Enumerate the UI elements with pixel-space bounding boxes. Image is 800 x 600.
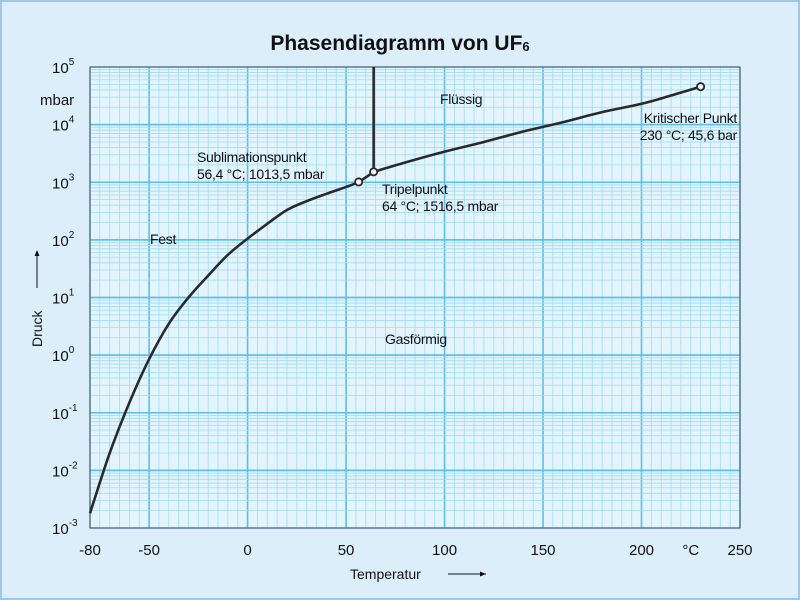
- y-tick-label: 104: [52, 115, 75, 135]
- annotations: Flüssig Fest Gasförmig Sublimationspunkt 56,…: [150, 91, 738, 347]
- y-tick-labels: 10-3 10-2 10-1 100 101 102 103 104 105 mbar: [40, 57, 78, 538]
- x-axis-arrowhead: [480, 571, 486, 577]
- markers: [354, 82, 706, 187]
- axis-labels: Temperatur Druck: [29, 250, 486, 582]
- y-axis-label: Druck: [29, 309, 45, 347]
- sublimation-curve: [88, 170, 375, 514]
- x-tick-label: -50: [138, 542, 160, 559]
- y-tick-label: 100: [52, 345, 75, 365]
- x-tick-labels: -80 -50 0 50 100 150 200 °C 250: [79, 542, 752, 559]
- y-tick-label: 101: [52, 288, 75, 308]
- chart-title: Phasendiagramm von UF6: [0, 32, 800, 56]
- vaporization-curve: [373, 85, 701, 174]
- x-tick-label: 50: [338, 542, 355, 559]
- y-tick-label: 103: [52, 172, 75, 192]
- x-tick-label: °C: [682, 542, 699, 559]
- y-tick-label: 10-1: [52, 403, 78, 423]
- grid: [89, 66, 741, 529]
- y-tick-label: 105: [52, 57, 75, 77]
- chart-title-text: Phasendiagramm von UF: [270, 32, 523, 55]
- x-tick-label: 200: [629, 542, 654, 559]
- x-tick-label: 250: [727, 542, 752, 559]
- y-unit-label: mbar: [40, 92, 74, 109]
- annotation-fest: Fest: [150, 231, 176, 247]
- chart-title-subscript: 6: [522, 39, 530, 54]
- y-tick-label: 10-3: [52, 518, 78, 538]
- y-tick-label: 102: [52, 230, 75, 250]
- y-axis-arrowhead: [34, 250, 40, 256]
- point-marker: [354, 177, 364, 187]
- point-marker: [369, 167, 379, 177]
- annotation-fluessig: Flüssig: [440, 91, 482, 107]
- annotation-sublimation: Sublimationspunkt 56,4 °C; 1013,5 mbar: [197, 149, 325, 182]
- annotation-tripel: Tripelpunkt 64 °C; 1516,5 mbar: [382, 181, 499, 214]
- annotation-kritisch: Kritischer Punkt 230 °C; 45,6 bar: [640, 110, 738, 143]
- curves: [88, 67, 701, 514]
- x-tick-label: 150: [531, 542, 556, 559]
- point-marker: [696, 82, 706, 92]
- y-tick-label: 10-2: [52, 460, 78, 480]
- x-tick-label: -80: [79, 542, 101, 559]
- x-axis-label: Temperatur: [350, 566, 421, 582]
- plot-border: [89, 66, 741, 529]
- x-tick-label: 100: [432, 542, 457, 559]
- x-tick-label: 0: [243, 542, 251, 559]
- annotation-gas: Gasförmig: [385, 331, 447, 347]
